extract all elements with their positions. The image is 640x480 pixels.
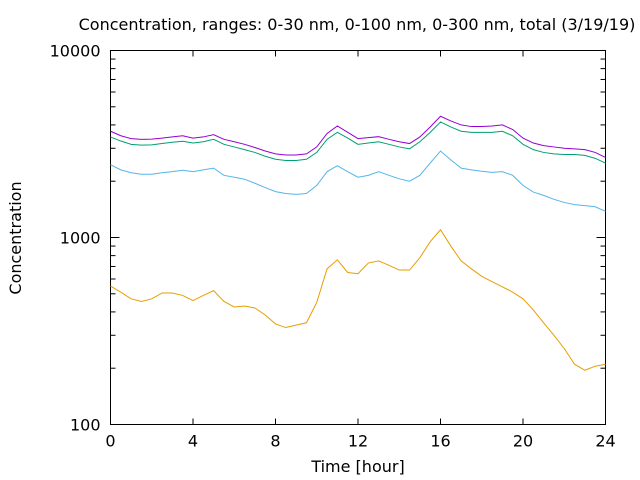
x-tick-label: 8 <box>270 432 280 451</box>
x-tick-label: 12 <box>348 432 368 451</box>
x-axis-label: Time [hour] <box>310 457 404 476</box>
series-line-4 <box>110 115 606 158</box>
y-axis-label: Concentration <box>6 181 25 294</box>
chart-title: Concentration, ranges: 0-30 nm, 0-100 nm… <box>79 15 636 34</box>
plot-frame <box>110 50 606 425</box>
y-tick-label: 100 <box>70 416 101 435</box>
y-tick-label: 1000 <box>60 229 101 248</box>
x-tick-label: 0 <box>105 432 115 451</box>
series-line-2 <box>110 150 606 212</box>
x-tick-label: 4 <box>188 432 198 451</box>
axis-ticks: 0 4 8 12 16 20 24 100 1000 10000 <box>50 42 616 451</box>
y-tick-label: 10000 <box>50 42 101 61</box>
x-tick-label: 16 <box>430 432 450 451</box>
x-tick-label: 24 <box>595 432 615 451</box>
series-line-3 <box>110 121 606 164</box>
x-tick-label: 20 <box>513 432 533 451</box>
series-line-1 <box>110 228 606 371</box>
series-group <box>110 115 606 371</box>
